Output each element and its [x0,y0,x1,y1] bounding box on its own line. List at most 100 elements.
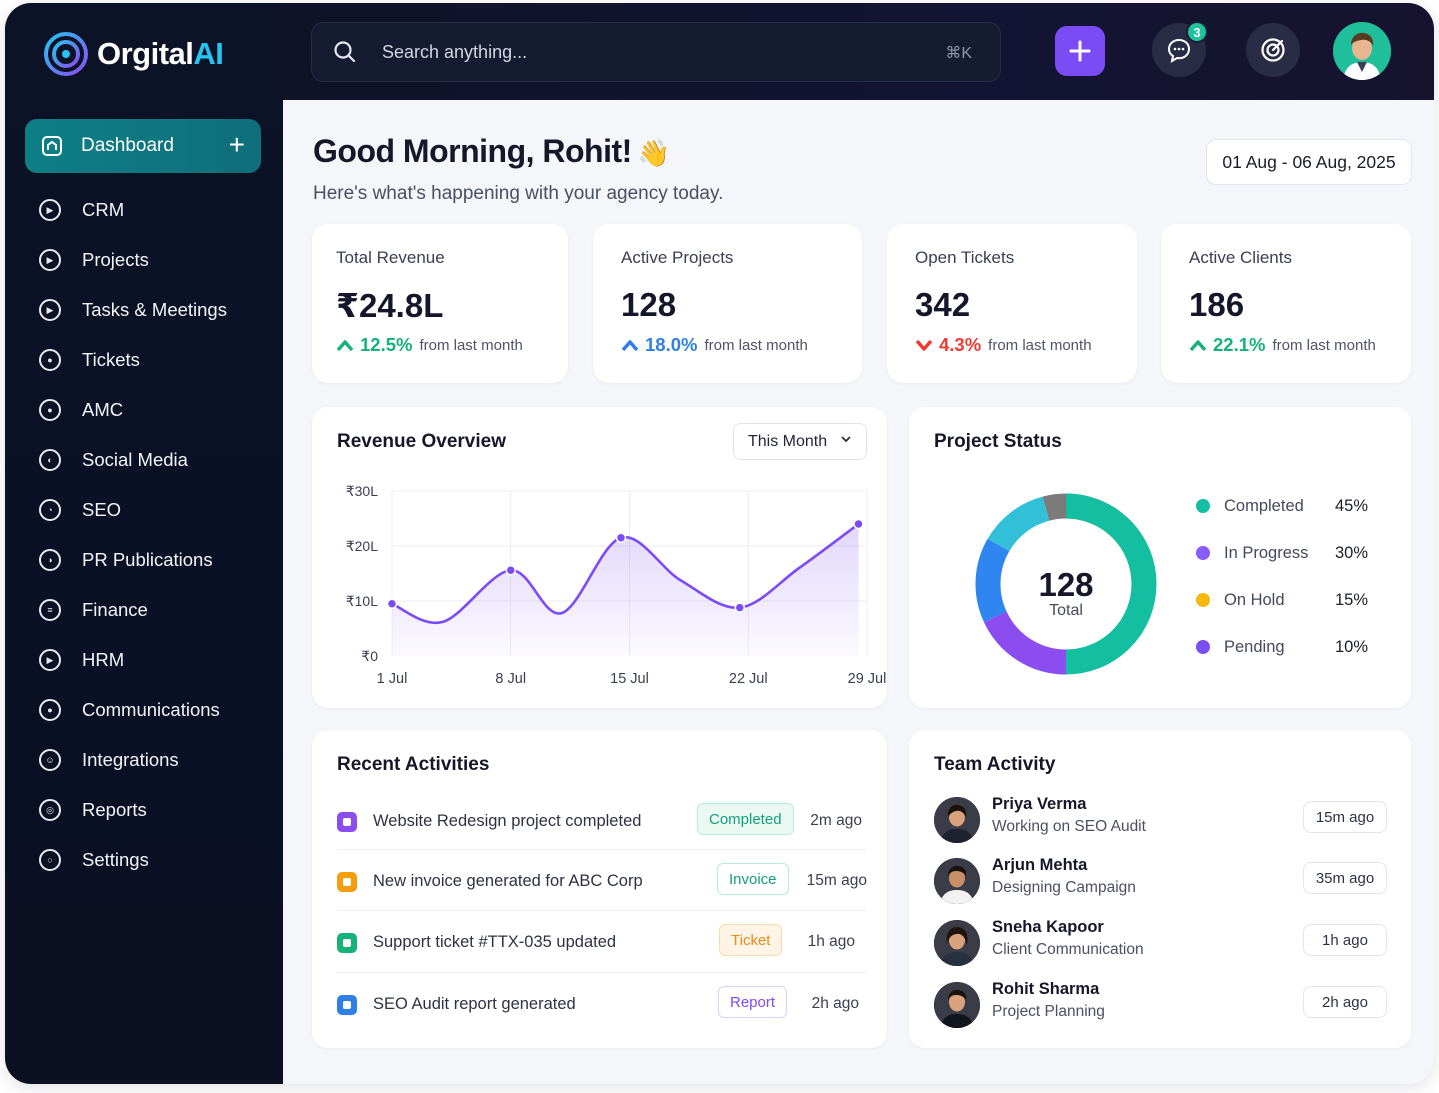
sidebar-item-projects[interactable]: ▶ Projects [39,235,269,285]
activity-marker-icon [337,995,357,1015]
revenue-point [505,564,516,576]
create-new-button[interactable] [1055,26,1105,76]
arrow-up-icon [621,340,639,352]
stat-value: ₹24.8L [336,287,444,324]
sidebar-item-pr-publications[interactable]: ◑ PR Publications [39,535,269,585]
seo-icon: ◔ [39,499,61,521]
arrow-up-icon [1189,340,1207,352]
user-avatar-icon [1333,22,1391,80]
sidebar-item-communications[interactable]: ● Communications [39,685,269,735]
period-select[interactable]: This Month [733,423,867,460]
activity-item[interactable]: New invoice generated for ABC Corp Invoi… [337,850,867,910]
recent-activities-card: Recent Activities Website Redesign proje… [312,730,887,1048]
sidebar-item-social-media[interactable]: ◐ Social Media [39,435,269,485]
sidebar-item-label: Dashboard [81,135,174,156]
team-member-row[interactable]: Priya Verma Working on SEO Audit 15m ago [934,791,1387,847]
sidebar-item-dashboard[interactable]: Dashboard + [25,119,261,173]
stat-value: 186 [1189,286,1245,323]
team-member-row[interactable]: Arjun Mehta Designing Campaign 35m ago [934,852,1387,908]
amc-icon: ● [39,399,61,421]
stat-value: 128 [621,286,677,323]
legend-item-in-progress: In Progress 30% [1196,541,1396,565]
donut-segment [987,496,1050,552]
page-subtitle: Here's what's happening with your agency… [313,183,724,204]
card-title: Revenue Overview [337,431,506,452]
revenue-point [853,518,864,530]
sidebar-item-crm[interactable]: ▶ CRM [39,185,269,235]
stat-card-active-projects: Active Projects 128 18.0% from last mont… [593,224,862,383]
donut-segment [1065,493,1157,585]
sidebar-item-amc[interactable]: ● AMC [39,385,269,435]
sidebar: OrgitalAI Dashboard + ▶ CRM ▶ Projects ▶ Ta… [5,3,283,1084]
sidebar-item-reports[interactable]: ◎ Reports [39,785,269,835]
sidebar-item-finance[interactable]: ≡ Finance [39,585,269,635]
user-avatar[interactable] [1333,22,1391,80]
y-tick-label: ₹0 [361,648,378,664]
date-range-picker[interactable]: 01 Aug - 06 Aug, 2025 [1206,139,1412,185]
team-member-row[interactable]: Sneha Kapoor Client Communication 1h ago [934,914,1387,970]
y-tick-label: ₹20L [346,538,378,554]
projects-icon: ▶ [39,249,61,271]
hrm-icon: ▶ [39,649,61,671]
plus-icon [1069,40,1091,62]
avatar [934,982,980,1028]
sidebar-item-settings[interactable]: ○ Settings [39,835,269,885]
team-activity-card: Team Activity Priya Verma Working on SEO… [909,730,1411,1048]
activity-item[interactable]: Support ticket #TTX-035 updated Ticket 1… [337,911,867,971]
tickets-icon: ● [39,349,61,371]
status-badge: Report [718,986,788,1018]
legend-item-completed: Completed 45% [1196,494,1396,518]
sidebar-item-seo[interactable]: ◔ SEO [39,485,269,535]
activity-marker-icon [337,812,357,832]
stat-title: Active Projects [621,248,734,267]
messages-button[interactable]: 3 [1152,21,1208,77]
search-shortcut: ⌘K [945,45,972,62]
card-title: Team Activity [934,754,1056,775]
status-badge: Ticket [719,924,783,956]
sidebar-item-tasks-meetings[interactable]: ▶ Tasks & Meetings [39,285,269,335]
activity-item[interactable]: Website Redesign project completed Compl… [337,790,867,850]
legend-item-on-hold: On Hold 15% [1196,588,1396,612]
status-badge: Invoice [717,863,789,895]
sidebar-item-integrations[interactable]: ☺ Integrations [39,735,269,785]
stat-card-total-revenue: Total Revenue ₹24.8L 12.5% from last mon… [312,224,568,383]
divider [337,910,867,911]
donut-segment [975,538,1010,623]
donut-segment [1065,583,1157,675]
search-input[interactable]: Search anything... ⌘K [311,22,1001,82]
sidebar-item-tickets[interactable]: ● Tickets [39,335,269,385]
stat-title: Open Tickets [915,248,1015,267]
add-dashboard-button[interactable]: + [228,129,245,160]
avatar [934,858,980,904]
pr-icon: ◑ [39,549,61,571]
reports-icon: ◎ [39,799,61,821]
x-tick-label: 29 Jul [848,671,887,687]
stat-card-active-clients: Active Clients 186 22.1% from last month [1161,224,1411,383]
avatar [934,797,980,843]
sidebar-nav: ▶ CRM ▶ Projects ▶ Tasks & Meetings ● Ticket… [39,185,269,885]
y-tick-label: ₹30L [346,483,378,499]
project-status-donut: 128 Total [975,493,1157,675]
stat-delta: 4.3% from last month [915,334,1092,356]
logo-icon [44,32,88,76]
legend-dot [1196,593,1210,607]
brand-logo[interactable]: OrgitalAI [43,31,224,77]
stat-card-open-tickets: Open Tickets 342 4.3% from last month [887,224,1137,383]
team-member-row[interactable]: Rohit Sharma Project Planning 2h ago [934,976,1387,1032]
y-tick-label: ₹10L [346,593,378,609]
communications-icon: ● [39,699,61,721]
sidebar-item-hrm[interactable]: ▶ HRM [39,635,269,685]
revenue-point [615,532,627,543]
revenue-area [392,524,859,656]
brand-name: OrgitalAI [97,36,224,71]
stat-delta: 12.5% from last month [336,334,523,356]
activity-item[interactable]: SEO Audit report generated Report 2h ago [337,973,867,1033]
target-icon [1261,38,1285,62]
x-tick-label: 1 Jul [377,671,408,687]
time-badge: 2h ago [1303,986,1387,1018]
stat-title: Total Revenue [336,248,445,267]
time-badge: 1h ago [1303,924,1387,956]
goals-button[interactable] [1246,23,1300,77]
divider [337,972,867,973]
stat-title: Active Clients [1189,248,1292,267]
